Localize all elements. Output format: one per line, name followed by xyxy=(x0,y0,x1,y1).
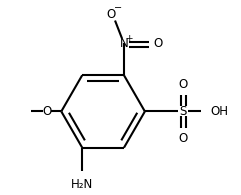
Text: OH: OH xyxy=(211,105,228,118)
Text: O: O xyxy=(178,78,187,91)
Text: −: − xyxy=(114,3,122,13)
Text: O: O xyxy=(107,8,116,21)
Text: N: N xyxy=(120,37,128,50)
Text: O: O xyxy=(178,132,187,145)
Text: S: S xyxy=(179,105,186,118)
Text: +: + xyxy=(125,34,133,43)
Text: O: O xyxy=(153,37,162,50)
Text: O: O xyxy=(43,105,52,118)
Text: H₂N: H₂N xyxy=(71,178,93,191)
